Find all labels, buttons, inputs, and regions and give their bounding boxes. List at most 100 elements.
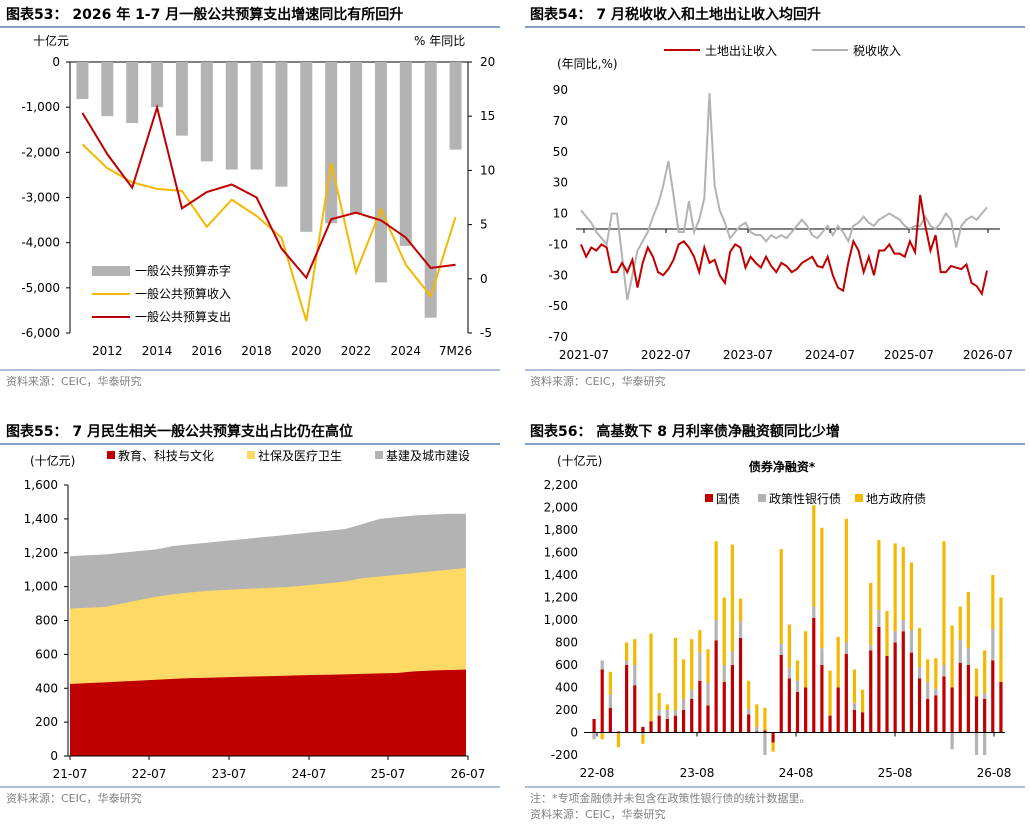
chart1-right-tick-label: 0 — [480, 272, 488, 286]
chart1-left-axis-title: 十亿元 — [33, 33, 69, 48]
chart2-legend-label-tax: 税收收入 — [853, 44, 901, 58]
chart4-bar-segment — [893, 631, 897, 643]
chart4-bar-segment — [657, 710, 661, 716]
chart2-title: 图表54： 7 月税收收入和土地出让收入均回升 — [530, 6, 821, 23]
chart4-bar-segment — [738, 638, 743, 733]
chart2-x-tick-label: 2021-07 — [559, 348, 609, 362]
chart4-bar-segment — [860, 689, 865, 713]
chart2-legend-label-land: 土地出让收入 — [705, 44, 777, 58]
chart4-x-tick-label: 24-08 — [779, 766, 814, 780]
chart1-deficit-bar — [325, 62, 338, 224]
chart3-legend-swatch — [247, 451, 255, 459]
chart4-bar-segment — [991, 575, 995, 629]
chart4-bar-segment — [730, 665, 735, 733]
chart4-y-tick-label: 600 — [555, 658, 578, 672]
chart4-bar-segment — [869, 644, 873, 651]
chart4-bar-segment — [820, 527, 824, 649]
chart4-bar-segment — [690, 689, 694, 699]
chart4-bar-segment — [926, 659, 930, 682]
chart3-livelihood-expenditure: (十亿元) 0 200 400 600 800 1,000 1,200 1,400 1,600 21… — [24, 448, 486, 781]
chart4-bar-segment — [722, 665, 726, 682]
chart1-x-tick-label: 2022 — [341, 344, 372, 358]
chart1-left-tick-label: -4,000 — [21, 236, 60, 250]
chart1-expenditure-line — [81, 103, 456, 280]
chart3-legend-label: 社保及医疗卫生 — [258, 448, 342, 463]
chart4-bar-segment — [641, 726, 645, 733]
chart3-x-tick-label: 23-07 — [212, 767, 247, 781]
chart4-bar-segment — [917, 627, 922, 668]
chart2-y-tick-label: 10 — [553, 207, 568, 221]
chart4-bar-segment — [934, 695, 938, 733]
chart4-bar-segment — [649, 721, 653, 733]
chart4-bar-segment — [812, 606, 816, 618]
chart1-deficit-bar — [275, 62, 288, 187]
chart4-bar-segment — [909, 652, 914, 733]
chart4-bar-segment — [763, 707, 767, 731]
chart4-bar-segment — [974, 696, 979, 733]
chart4-bar-segment — [633, 685, 637, 733]
chart4-bar-segment — [665, 710, 669, 719]
chart1-left-tick-label: -6,000 — [21, 326, 60, 340]
chart1-legend-label-deficit: 一般公共预算赤字 — [135, 263, 231, 278]
chart4-bar-segment — [877, 609, 881, 627]
chart4-bar-segment-negative — [641, 732, 645, 735]
chart4-legend-label: 政策性银行债 — [769, 492, 841, 506]
chart4-bar-segment — [657, 715, 661, 733]
chart1-deficit-bar — [350, 62, 363, 215]
chart3-legend-swatch — [107, 451, 115, 459]
chart1-left-tick-label: -5,000 — [21, 281, 60, 295]
chart4-bar-segment — [690, 698, 694, 733]
chart4-bar-segment — [934, 658, 938, 689]
chart1-deficit-bar — [449, 62, 462, 150]
chart4-bar-segment — [763, 730, 767, 733]
chart1-deficit-bar — [151, 62, 164, 108]
chart2-tax-land-revenue: (年同比,%) 90 70 50 30 10 -10 -30 -50 -70 2021-07 2022… — [548, 44, 1013, 362]
chart4-bar-segment — [999, 681, 1003, 733]
chart1-right-tick-label: -5 — [480, 326, 492, 340]
chart3-y-tick-label: 400 — [35, 681, 58, 695]
chart4-bar-segment — [779, 654, 783, 733]
chart4-bar-segment — [991, 629, 995, 661]
chart4-bar-segment — [893, 543, 897, 632]
chart4-bar-segment — [608, 707, 612, 733]
chart4-bar-segment — [885, 656, 889, 733]
chart3-x-tick-label: 24-07 — [292, 767, 327, 781]
chart4-legend-swatch — [855, 494, 863, 502]
chart2-y-tick-label: 30 — [553, 176, 568, 190]
chart4-bar-segment — [934, 688, 938, 696]
chart2-y-axis-title: (年同比,%) — [557, 57, 618, 71]
chart4-x-tick-label: 26-08 — [977, 766, 1012, 780]
chart1-left-tick-label: 0 — [52, 55, 60, 69]
chart4-bar-segment — [909, 562, 914, 631]
chart1-deficit-bar — [175, 62, 188, 136]
chart4-bar-segment — [812, 617, 816, 733]
chart4-bar-segment — [657, 693, 661, 710]
chart4-bar-segment — [738, 598, 743, 622]
chart2-source: 资料来源：CEIC，华泰研究 — [530, 374, 666, 388]
chart4-bar-segment — [616, 731, 621, 733]
chart4-bar-segment — [820, 665, 824, 733]
chart2-y-tick-label: 50 — [553, 145, 568, 159]
chart4-bar-segment — [779, 643, 783, 655]
chart4-bar-segment — [625, 665, 629, 733]
chart4-bar-segment — [860, 712, 865, 733]
chart3-y-tick-label: 1,000 — [24, 580, 58, 594]
chart4-y-tick-label: -200 — [551, 748, 578, 762]
chart2-y-tick-label: -30 — [548, 268, 568, 282]
chart4-bar-segment — [999, 597, 1003, 682]
chart1-left-tick-label: -2,000 — [21, 145, 60, 159]
chart4-y-tick-label: 2,000 — [544, 501, 578, 515]
chart4-x-tick-label: 25-08 — [878, 766, 913, 780]
chart4-note: 注：*专项金融债并未包含在政策性银行债的统计数据里。 — [530, 791, 811, 805]
chart4-legend-label: 国债 — [716, 492, 740, 506]
chart3-legend-label: 基建及城市建设 — [386, 448, 470, 463]
chart3-y-tick-label: 1,400 — [24, 512, 58, 526]
chart4-bar-segment — [958, 640, 962, 663]
chart3-legend-swatch — [375, 451, 383, 459]
chart4-bar-segment — [706, 649, 710, 683]
chart4-bar-segment — [747, 708, 751, 715]
chart4-bar-segment — [942, 541, 946, 665]
chart4-bar-segment — [665, 719, 669, 733]
chart4-bar-segment — [714, 541, 718, 620]
chart4-bar-segment — [983, 693, 987, 699]
